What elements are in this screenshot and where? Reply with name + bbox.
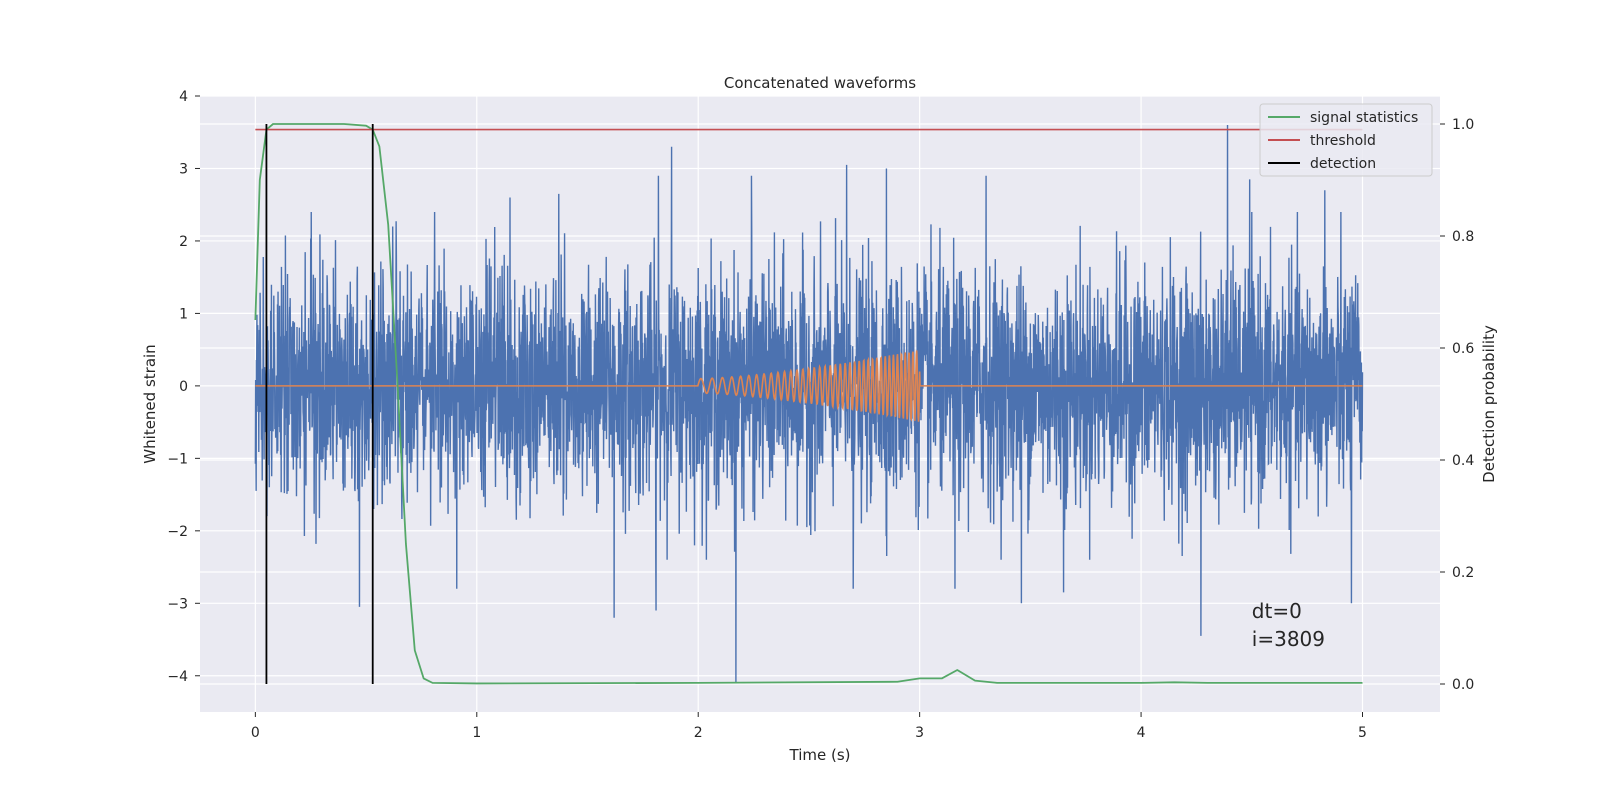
yr-tick-label-1: 0.2: [1452, 565, 1474, 581]
legend: signal statistics threshold detection: [1259, 103, 1433, 177]
signal-statistics-layer: [254, 123, 1363, 685]
yr-tick-label-5: 1.0: [1452, 117, 1474, 133]
yr-tick-label-4: 0.8: [1452, 229, 1474, 245]
y-axis-right-title: Detection probability: [1480, 325, 1498, 483]
yl-tick-label-8: 4: [179, 89, 188, 105]
x-tick-label-3: 3: [915, 725, 924, 741]
yl-tick-label-3: −1: [167, 451, 188, 467]
yr-tick-label-0: 0.0: [1452, 677, 1474, 693]
yr-tick-label-2: 0.4: [1452, 453, 1474, 469]
legend-label-threshold: threshold: [1310, 133, 1376, 149]
x-tick-label-2: 2: [694, 725, 703, 741]
yl-tick-label-1: −3: [167, 596, 188, 612]
x-axis-title: Time (s): [789, 746, 851, 764]
annotation-index: i=3809: [1252, 627, 1325, 651]
noise-line: [254, 124, 1364, 684]
legend-box: [1259, 103, 1433, 177]
annotation: dt=0 i=3809: [1252, 599, 1325, 651]
axes-layer: 0 1 2 3 4 5 −4 −3 −2 −1 0 1 2 3 4 0.0 0.2 0.4 0.6 0.8 1.0: [167, 89, 1474, 741]
annotation-dt: dt=0: [1252, 599, 1302, 623]
x-tick-label-1: 1: [472, 725, 481, 741]
chart-title: Concatenated waveforms: [724, 74, 916, 92]
y-axis-left-title: Whitened strain: [141, 344, 159, 463]
template-layer: [255, 350, 1363, 422]
yl-tick-label-7: 3: [179, 161, 188, 177]
yl-tick-label-0: −4: [167, 669, 188, 685]
legend-label-detection: detection: [1310, 156, 1376, 172]
signal-statistics-line: [254, 123, 1363, 685]
yl-tick-label-4: 0: [179, 379, 188, 395]
legend-label-signal-statistics: signal statistics: [1310, 110, 1418, 126]
yl-tick-label-5: 1: [179, 306, 188, 322]
noise-layer: [254, 124, 1364, 684]
x-tick-label-5: 5: [1358, 725, 1367, 741]
yl-tick-label-6: 2: [179, 234, 188, 250]
x-tick-label-4: 4: [1137, 725, 1146, 741]
template-chirp-line: [255, 350, 1363, 422]
x-tick-label-0: 0: [251, 725, 260, 741]
yl-tick-label-2: −2: [167, 524, 188, 540]
yr-tick-label-3: 0.6: [1452, 341, 1474, 357]
